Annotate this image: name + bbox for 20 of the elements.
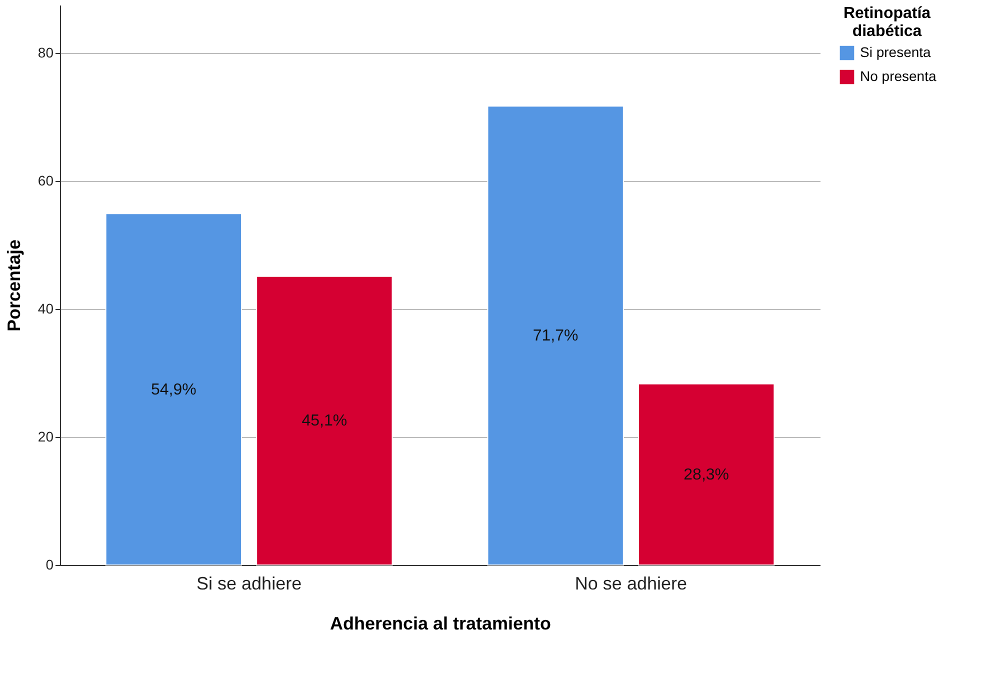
y-tick-label: 60 — [38, 172, 54, 188]
y-tick-label: 0 — [46, 556, 54, 572]
x-tick-label: No se adhiere — [574, 574, 687, 594]
data-label: 28,3% — [684, 466, 730, 484]
y-tick-label: 20 — [38, 428, 54, 444]
legend-title: Retinopatía diabética — [843, 5, 931, 40]
y-tick-label: 80 — [38, 44, 54, 60]
bar — [487, 106, 624, 566]
data-label: 71,7% — [532, 328, 578, 345]
legend-label: Si presenta — [860, 44, 932, 60]
bar — [105, 213, 242, 566]
bar — [256, 276, 393, 566]
y-tick-label: 40 — [38, 300, 54, 316]
bar — [638, 383, 775, 566]
data-label: 45,1% — [302, 412, 348, 430]
x-axis-title: Adherencia al tratamiento — [330, 614, 552, 634]
data-label: 54,9% — [150, 381, 196, 398]
legend-label: No presenta — [860, 68, 936, 84]
y-axis-title: Porcentaje — [4, 239, 24, 332]
x-tick-label: Si se adhiere — [196, 574, 302, 594]
